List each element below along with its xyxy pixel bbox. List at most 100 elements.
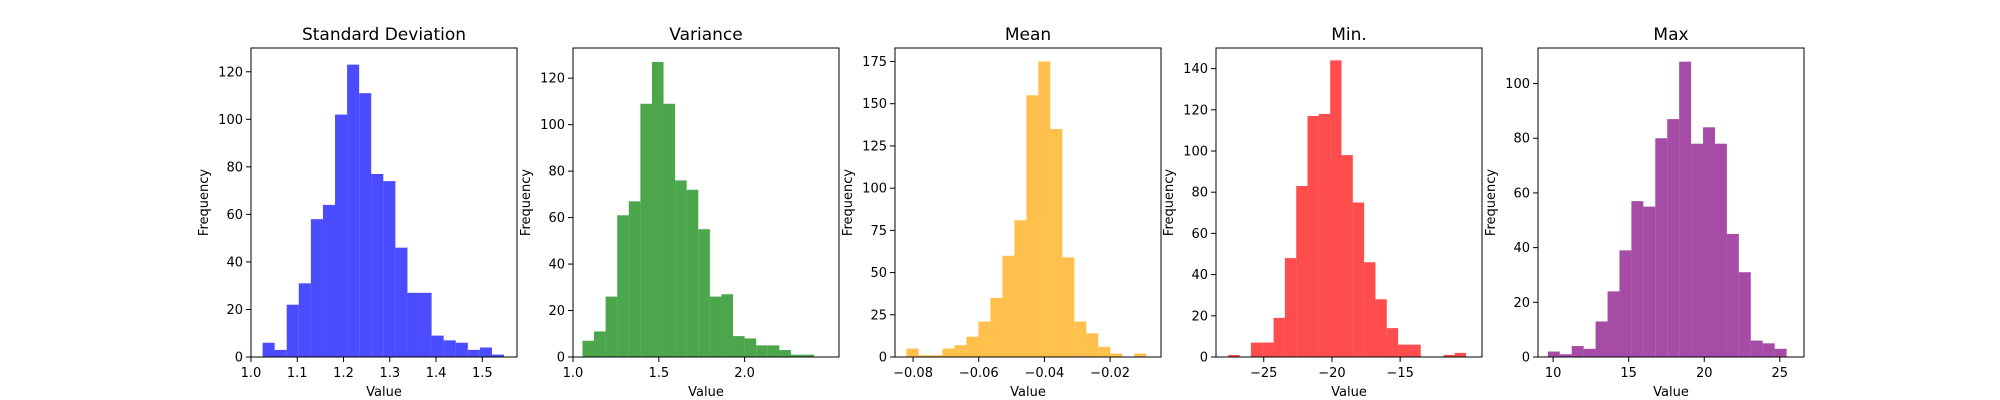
y-tick-label: 100 xyxy=(1505,77,1530,92)
histogram-bar xyxy=(930,355,943,357)
histogram-bar xyxy=(467,349,480,357)
histogram-bar xyxy=(1750,340,1763,357)
histogram-bar xyxy=(1454,352,1467,357)
y-tick-label: 60 xyxy=(548,211,565,226)
y-tick-label: 0 xyxy=(879,351,887,366)
chart-title: Standard Deviation xyxy=(302,25,466,45)
y-tick-label: 60 xyxy=(1191,227,1208,242)
chart-panel: 10 15 20 25 0 20 40 60 80 100 Max Value Frequency xyxy=(1484,25,1805,400)
histogram-bar xyxy=(594,331,606,357)
histogram-bar xyxy=(1547,351,1560,357)
histogram-bar xyxy=(1655,138,1668,357)
histogram-bar xyxy=(733,336,745,357)
histogram-bar xyxy=(1050,129,1063,357)
histogram-bar xyxy=(1386,328,1399,357)
histogram-bar xyxy=(479,347,492,357)
histogram-bar xyxy=(1330,60,1342,358)
chart-panel: −0.08 −0.06 −0.04 −0.02 0 25 50 75 100 125 150 175 M… xyxy=(841,25,1162,400)
histogram-bar xyxy=(347,64,360,357)
histogram-bar xyxy=(1296,186,1308,357)
histogram-bar xyxy=(954,345,967,357)
x-axis-label: Value xyxy=(1010,385,1046,400)
y-tick-label: 20 xyxy=(1191,309,1208,324)
x-tick-label: 1.5 xyxy=(648,366,669,381)
histogram-bar xyxy=(1086,333,1099,357)
y-tick-label: 0 xyxy=(1200,351,1208,366)
histogram-bar xyxy=(1341,155,1353,357)
x-tick-label: 1.2 xyxy=(333,366,354,381)
y-axis-label: Frequency xyxy=(1162,169,1177,236)
x-tick-label: 2.0 xyxy=(734,366,755,381)
y-tick-label: 100 xyxy=(540,118,565,133)
y-axis-label: Frequency xyxy=(1484,169,1499,236)
histogram-bar xyxy=(262,342,275,357)
y-tick-label: 0 xyxy=(235,351,243,366)
y-tick-label: 75 xyxy=(870,224,887,239)
histogram-bar xyxy=(1559,354,1572,357)
y-tick-label: 40 xyxy=(1513,241,1530,256)
x-tick-label: −0.02 xyxy=(1090,366,1130,381)
axes-frame xyxy=(1215,47,1483,358)
histogram-bar xyxy=(274,349,287,357)
y-tick-label: 120 xyxy=(540,72,565,87)
y-tick-label: 175 xyxy=(862,55,887,70)
y-tick-label: 0 xyxy=(557,351,565,366)
x-tick-label: 1.4 xyxy=(426,366,447,381)
x-tick-label: 1.1 xyxy=(287,366,308,381)
histogram-bar xyxy=(298,283,311,357)
histogram-bar xyxy=(1364,262,1376,357)
histogram-bar xyxy=(918,355,931,357)
chart-panel: 1.0 1.5 2.0 0 20 40 60 80 100 120 Variance Value Fre… xyxy=(519,25,840,400)
histogram-bar xyxy=(1352,202,1365,357)
x-tick-label: 1.0 xyxy=(241,366,262,381)
histogram-bar xyxy=(906,348,919,357)
histogram-bar xyxy=(335,114,348,357)
histogram-bar xyxy=(419,292,432,357)
y-tick-label: 120 xyxy=(1183,103,1208,118)
histogram-bar xyxy=(491,354,505,357)
x-tick-label: 1.3 xyxy=(379,366,400,381)
histogram-bar xyxy=(371,173,384,357)
chart-title: Min. xyxy=(1331,25,1367,45)
y-tick-label: 80 xyxy=(226,160,243,175)
x-tick-label: 20 xyxy=(1696,366,1713,381)
y-tick-label: 60 xyxy=(1513,186,1530,201)
histogram-bar xyxy=(1703,127,1715,357)
histogram-bar xyxy=(1398,344,1410,357)
x-axis-label: Value xyxy=(688,385,724,400)
histogram-bar xyxy=(286,304,299,357)
histogram-bar xyxy=(1110,353,1123,357)
y-tick-label: 0 xyxy=(1522,351,1530,366)
histogram-bar xyxy=(1038,61,1051,357)
histogram-bar xyxy=(1074,321,1087,357)
histogram-bar xyxy=(395,247,408,357)
histogram-bar xyxy=(709,296,722,357)
histogram-bar xyxy=(802,354,815,357)
chart-title: Mean xyxy=(1005,25,1051,45)
histogram-bar xyxy=(698,229,710,357)
histogram-bar xyxy=(1679,61,1692,358)
histogram-bar xyxy=(744,338,757,357)
axes-frame xyxy=(250,47,518,358)
histogram-bar xyxy=(407,292,420,357)
histogram-bar xyxy=(1098,346,1111,357)
y-tick-label: 150 xyxy=(862,97,887,112)
histogram-bar xyxy=(1571,346,1584,357)
x-tick-label: −15 xyxy=(1386,366,1413,381)
y-tick-label: 80 xyxy=(1191,186,1208,201)
histogram-bar xyxy=(1318,113,1331,357)
histogram-bar xyxy=(978,321,991,357)
y-tick-label: 50 xyxy=(870,266,887,281)
histogram-bar xyxy=(1583,348,1596,357)
x-tick-label: 1.0 xyxy=(563,366,584,381)
y-tick-label: 120 xyxy=(218,65,243,80)
x-tick-label: −0.08 xyxy=(893,366,933,381)
histogram-bar xyxy=(383,181,396,357)
x-tick-label: −0.04 xyxy=(1024,366,1064,381)
histogram-bar xyxy=(721,294,734,357)
y-tick-label: 40 xyxy=(548,258,565,273)
histogram-bar xyxy=(1307,115,1319,357)
y-axis-label: Frequency xyxy=(197,169,212,236)
histogram-bar xyxy=(628,201,641,357)
histogram-bar xyxy=(686,189,699,357)
